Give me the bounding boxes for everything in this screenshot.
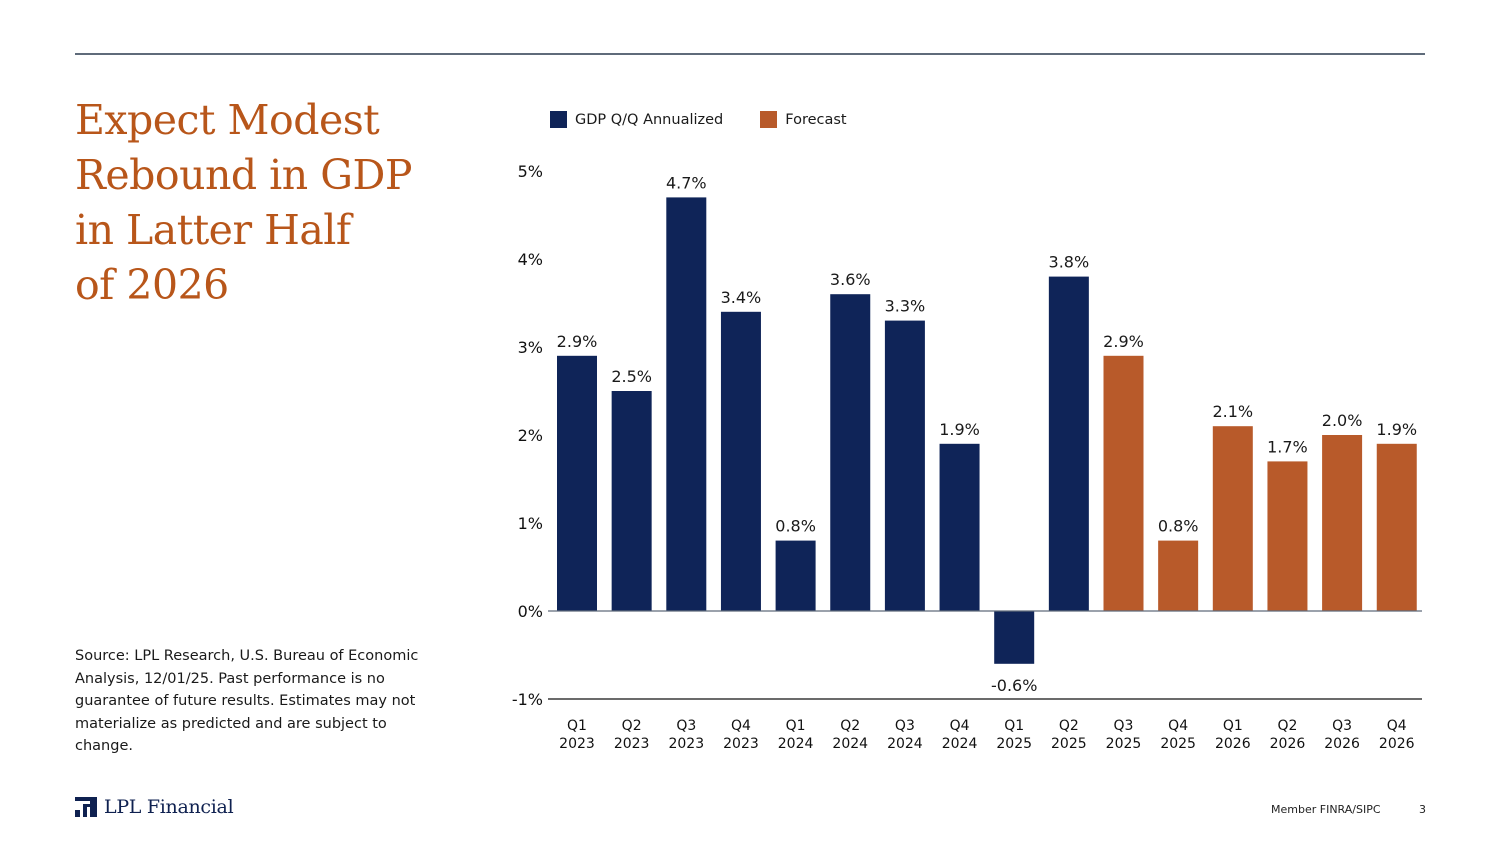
bar-actual [884, 320, 925, 611]
data-label: 2.1% [1212, 402, 1253, 421]
x-tick-quarter: Q1 [567, 718, 587, 734]
bar-forecast [1322, 435, 1363, 611]
x-tick-quarter: Q3 [676, 718, 696, 734]
title-line: in Latter Half [75, 206, 351, 254]
data-label: 2.9% [557, 332, 598, 351]
x-tick-year: 2025 [1160, 736, 1196, 752]
bar-forecast [1158, 540, 1199, 611]
bar-forecast [1376, 443, 1417, 611]
page-number: 3 [1419, 803, 1426, 816]
data-labels: 2.9% 2.5% 4.7% 3.4% 0.8% 3.6% 3.3% 1.9% -0.6% 3.8… [557, 173, 1417, 694]
x-tick-quarter: Q3 [1114, 718, 1134, 734]
x-tick-year: 2023 [559, 736, 595, 752]
x-tick-quarter: Q1 [1223, 718, 1243, 734]
y-tick-label: 2% [518, 426, 543, 445]
x-tick-year: 2026 [1215, 736, 1251, 752]
x-tick-year: 2024 [778, 736, 814, 752]
x-tick-quarter: Q3 [1332, 718, 1352, 734]
x-tick-quarter: Q1 [1004, 718, 1024, 734]
x-tick-year: 2026 [1270, 736, 1306, 752]
bar-forecast [1212, 426, 1253, 611]
bar-actual [720, 311, 761, 611]
title-line: Expect Modest [75, 96, 380, 144]
x-tick-quarter: Q3 [895, 718, 915, 734]
data-label: 3.6% [830, 270, 871, 289]
data-label: 1.9% [1376, 420, 1417, 439]
x-tick-year: 2025 [996, 736, 1032, 752]
x-tick-year: 2023 [614, 736, 650, 752]
x-tick-quarter: Q4 [731, 718, 751, 734]
y-tick-label: 0% [518, 602, 543, 621]
title-line: of 2026 [75, 261, 229, 309]
x-tick-quarter: Q2 [622, 718, 642, 734]
legend-item-forecast: Forecast [760, 111, 847, 128]
legend-item-actual: GDP Q/Q Annualized [550, 111, 723, 128]
y-axis: -1% 0% 1% 2% 3% 4% 5% [512, 162, 543, 709]
bar-actual [1048, 276, 1089, 611]
data-label: 4.7% [666, 173, 707, 192]
data-label: 2.9% [1103, 332, 1144, 351]
legend-swatch-actual [550, 111, 567, 128]
x-tick-year: 2026 [1324, 736, 1360, 752]
data-label: -0.6% [991, 676, 1037, 695]
y-tick-label: 1% [518, 514, 543, 533]
data-label: 1.7% [1267, 437, 1308, 456]
data-label: 1.9% [939, 420, 980, 439]
x-tick-quarter: Q2 [1277, 718, 1297, 734]
x-tick-quarter: Q1 [786, 718, 806, 734]
source-note: Source: LPL Research, U.S. Bureau of Eco… [75, 648, 419, 754]
y-tick-label: 5% [518, 162, 543, 181]
title-line: Rebound in GDP [75, 151, 412, 199]
lpl-logo: LPL Financial [75, 796, 234, 818]
y-tick-label: 3% [518, 338, 543, 357]
bar-actual [611, 391, 652, 611]
x-axis: Q1 2023 Q2 2023 Q3 2023 Q4 2023 Q1 2024 Q2 2024 Q3 20… [548, 610, 1422, 752]
data-label: 2.5% [611, 367, 652, 386]
y-tick-label: -1% [512, 690, 543, 709]
data-label: 3.8% [1049, 253, 1090, 272]
footer-member-finra: Member FINRA/SIPC [1271, 803, 1381, 816]
legend-swatch-forecast [760, 111, 778, 128]
x-tick-year: 2023 [723, 736, 759, 752]
data-label: 0.8% [775, 517, 816, 536]
bar-forecast [1103, 355, 1144, 611]
bar-actual [666, 197, 707, 611]
bar-actual [939, 443, 980, 611]
bar-actual [830, 294, 871, 611]
bar-actual [994, 611, 1035, 664]
logo-text: LPL Financial [104, 796, 234, 818]
x-tick-year: 2025 [1106, 736, 1142, 752]
x-tick-year: 2024 [942, 736, 978, 752]
data-label: 3.4% [721, 288, 762, 307]
y-tick-label: 4% [518, 250, 543, 269]
x-tick-year: 2024 [832, 736, 868, 752]
bar-forecast [1267, 461, 1308, 611]
top-divider [75, 53, 1425, 55]
x-tick-quarter: Q4 [1168, 718, 1188, 734]
data-label: 2.0% [1322, 411, 1363, 430]
x-tick-year: 2024 [887, 736, 923, 752]
chart-legend: GDP Q/Q Annualized Forecast [550, 111, 884, 128]
x-tick-quarter: Q2 [1059, 718, 1079, 734]
bars [557, 197, 1417, 664]
data-label: 0.8% [1158, 517, 1199, 536]
data-label: 3.3% [885, 297, 926, 316]
slide-title: Expect Modest Rebound in GDP in Latter H… [75, 93, 475, 313]
legend-label-actual: GDP Q/Q Annualized [575, 111, 724, 128]
x-tick-year: 2026 [1379, 736, 1415, 752]
lpl-logo-icon [75, 797, 97, 817]
x-tick-quarter: Q4 [950, 718, 970, 734]
x-tick-quarter: Q4 [1387, 718, 1407, 734]
x-tick-year: 2025 [1051, 736, 1087, 752]
bar-actual [775, 540, 816, 611]
bar-actual [557, 355, 597, 611]
x-tick-quarter: Q2 [840, 718, 860, 734]
legend-label-forecast: Forecast [785, 111, 847, 128]
x-tick-year: 2023 [668, 736, 704, 752]
